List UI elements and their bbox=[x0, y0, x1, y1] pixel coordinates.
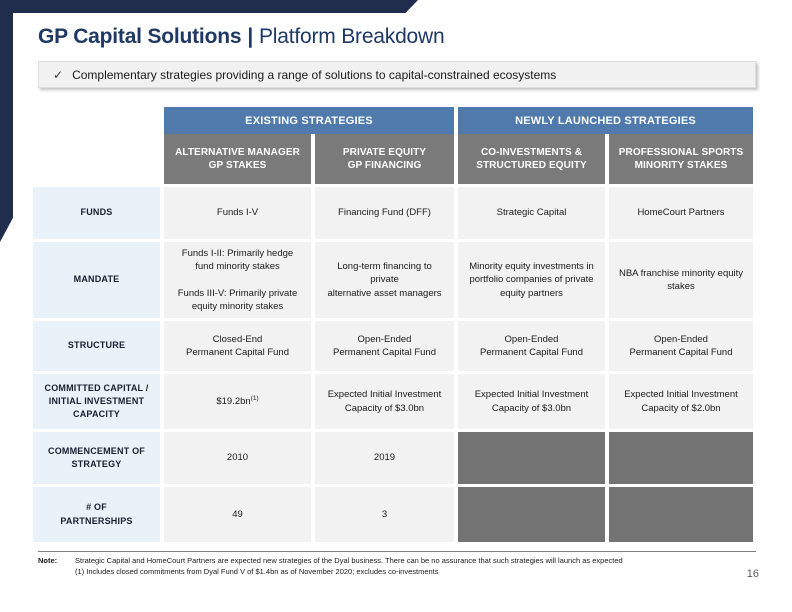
cell-mandate-pe-financing: Long-term financing to private alternati… bbox=[315, 242, 454, 318]
cell-partnerships-co-investments-empty bbox=[458, 487, 605, 542]
checkmark-icon: ✓ bbox=[53, 67, 64, 82]
corner-accent-top bbox=[0, 0, 418, 13]
row-label-commencement: COMMENCEMENT OF STRATEGY bbox=[33, 432, 160, 484]
page-title: GP Capital Solutions | Platform Breakdown bbox=[38, 25, 445, 49]
row-label-mandate: MANDATE bbox=[33, 242, 160, 318]
cell-commencement-pe-financing: 2019 bbox=[315, 432, 454, 484]
cell-commencement-co-investments-empty bbox=[458, 432, 605, 484]
group-header-newly-launched-strategies: NEWLY LAUNCHED STRATEGIES bbox=[458, 107, 753, 134]
column-header-professional-sports-minority-stakes: PROFESSIONAL SPORTS MINORITY STAKES bbox=[609, 134, 753, 184]
column-header-co-investments-structured-equity: CO-INVESTMENTS & STRUCTURED EQUITY bbox=[458, 134, 605, 184]
cell-funds-alt-manager: Funds I-V bbox=[164, 187, 311, 239]
column-header-alternative-manager-gp-stakes: ALTERNATIVE MANAGER GP STAKES bbox=[164, 134, 311, 184]
cell-structure-alt-manager: Closed-End Permanent Capital Fund bbox=[164, 321, 311, 371]
cell-structure-co-investments: Open-Ended Permanent Capital Fund bbox=[458, 321, 605, 371]
cell-partnerships-pro-sports-empty bbox=[609, 487, 753, 542]
title-bold: GP Capital Solutions bbox=[38, 25, 242, 48]
cell-committed-alt-manager: $19.2bn(1) bbox=[164, 374, 311, 429]
footnote-marker: (1) bbox=[250, 394, 259, 402]
cell-partnerships-alt-manager: 49 bbox=[164, 487, 311, 542]
footnote-divider bbox=[38, 551, 756, 552]
corner-accent-left bbox=[0, 0, 13, 242]
cell-mandate-pro-sports: NBA franchise minority equity stakes bbox=[609, 242, 753, 318]
group-header-existing-strategies: EXISTING STRATEGIES bbox=[164, 107, 454, 134]
title-separator: | bbox=[247, 25, 253, 48]
row-label-partnerships: # OF PARTNERSHIPS bbox=[33, 487, 160, 542]
cell-commencement-pro-sports-empty bbox=[609, 432, 753, 484]
cell-structure-pro-sports: Open-Ended Permanent Capital Fund bbox=[609, 321, 753, 371]
cell-committed-pe-financing: Expected Initial Investment Capacity of … bbox=[315, 374, 454, 429]
cell-committed-co-investments: Expected Initial Investment Capacity of … bbox=[458, 374, 605, 429]
row-label-structure: STRUCTURE bbox=[33, 321, 160, 371]
column-header-private-equity-gp-financing: PRIVATE EQUITY GP FINANCING bbox=[315, 134, 454, 184]
cell-funds-pro-sports: HomeCourt Partners bbox=[609, 187, 753, 239]
footnote-line-1: Strategic Capital and HomeCourt Partners… bbox=[75, 556, 623, 565]
row-label-committed-capital: COMMITTED CAPITAL / INITIAL INVESTMENT C… bbox=[33, 374, 160, 429]
footnote-line-2: (1) Includes closed commitments from Dya… bbox=[75, 566, 439, 576]
cell-mandate-alt-manager: Funds I-II: Primarily hedge fund minorit… bbox=[164, 242, 311, 318]
cell-funds-co-investments: Strategic Capital bbox=[458, 187, 605, 239]
cell-partnerships-pe-financing: 3 bbox=[315, 487, 454, 542]
cell-commencement-alt-manager: 2010 bbox=[164, 432, 311, 484]
title-regular: Platform Breakdown bbox=[259, 25, 445, 48]
committed-value: $19.2bn bbox=[216, 395, 251, 407]
cell-committed-pro-sports: Expected Initial Investment Capacity of … bbox=[609, 374, 753, 429]
cell-mandate-co-investments: Minority equity investments in portfolio… bbox=[458, 242, 605, 318]
footnote-text: Strategic Capital and HomeCourt Partners… bbox=[75, 556, 623, 578]
row-label-funds: FUNDS bbox=[33, 187, 160, 239]
footnote-label: Note: bbox=[38, 556, 58, 565]
cell-funds-pe-financing: Financing Fund (DFF) bbox=[315, 187, 454, 239]
cell-structure-pe-financing: Open-Ended Permanent Capital Fund bbox=[315, 321, 454, 371]
footnote: Note: Strategic Capital and HomeCourt Pa… bbox=[38, 556, 738, 578]
platform-breakdown-table: EXISTING STRATEGIES NEWLY LAUNCHED STRAT… bbox=[33, 107, 753, 542]
banner-text: Complementary strategies providing a ran… bbox=[72, 67, 557, 82]
page-number: 16 bbox=[746, 568, 759, 580]
key-message-banner: ✓ Complementary strategies providing a r… bbox=[38, 61, 756, 88]
